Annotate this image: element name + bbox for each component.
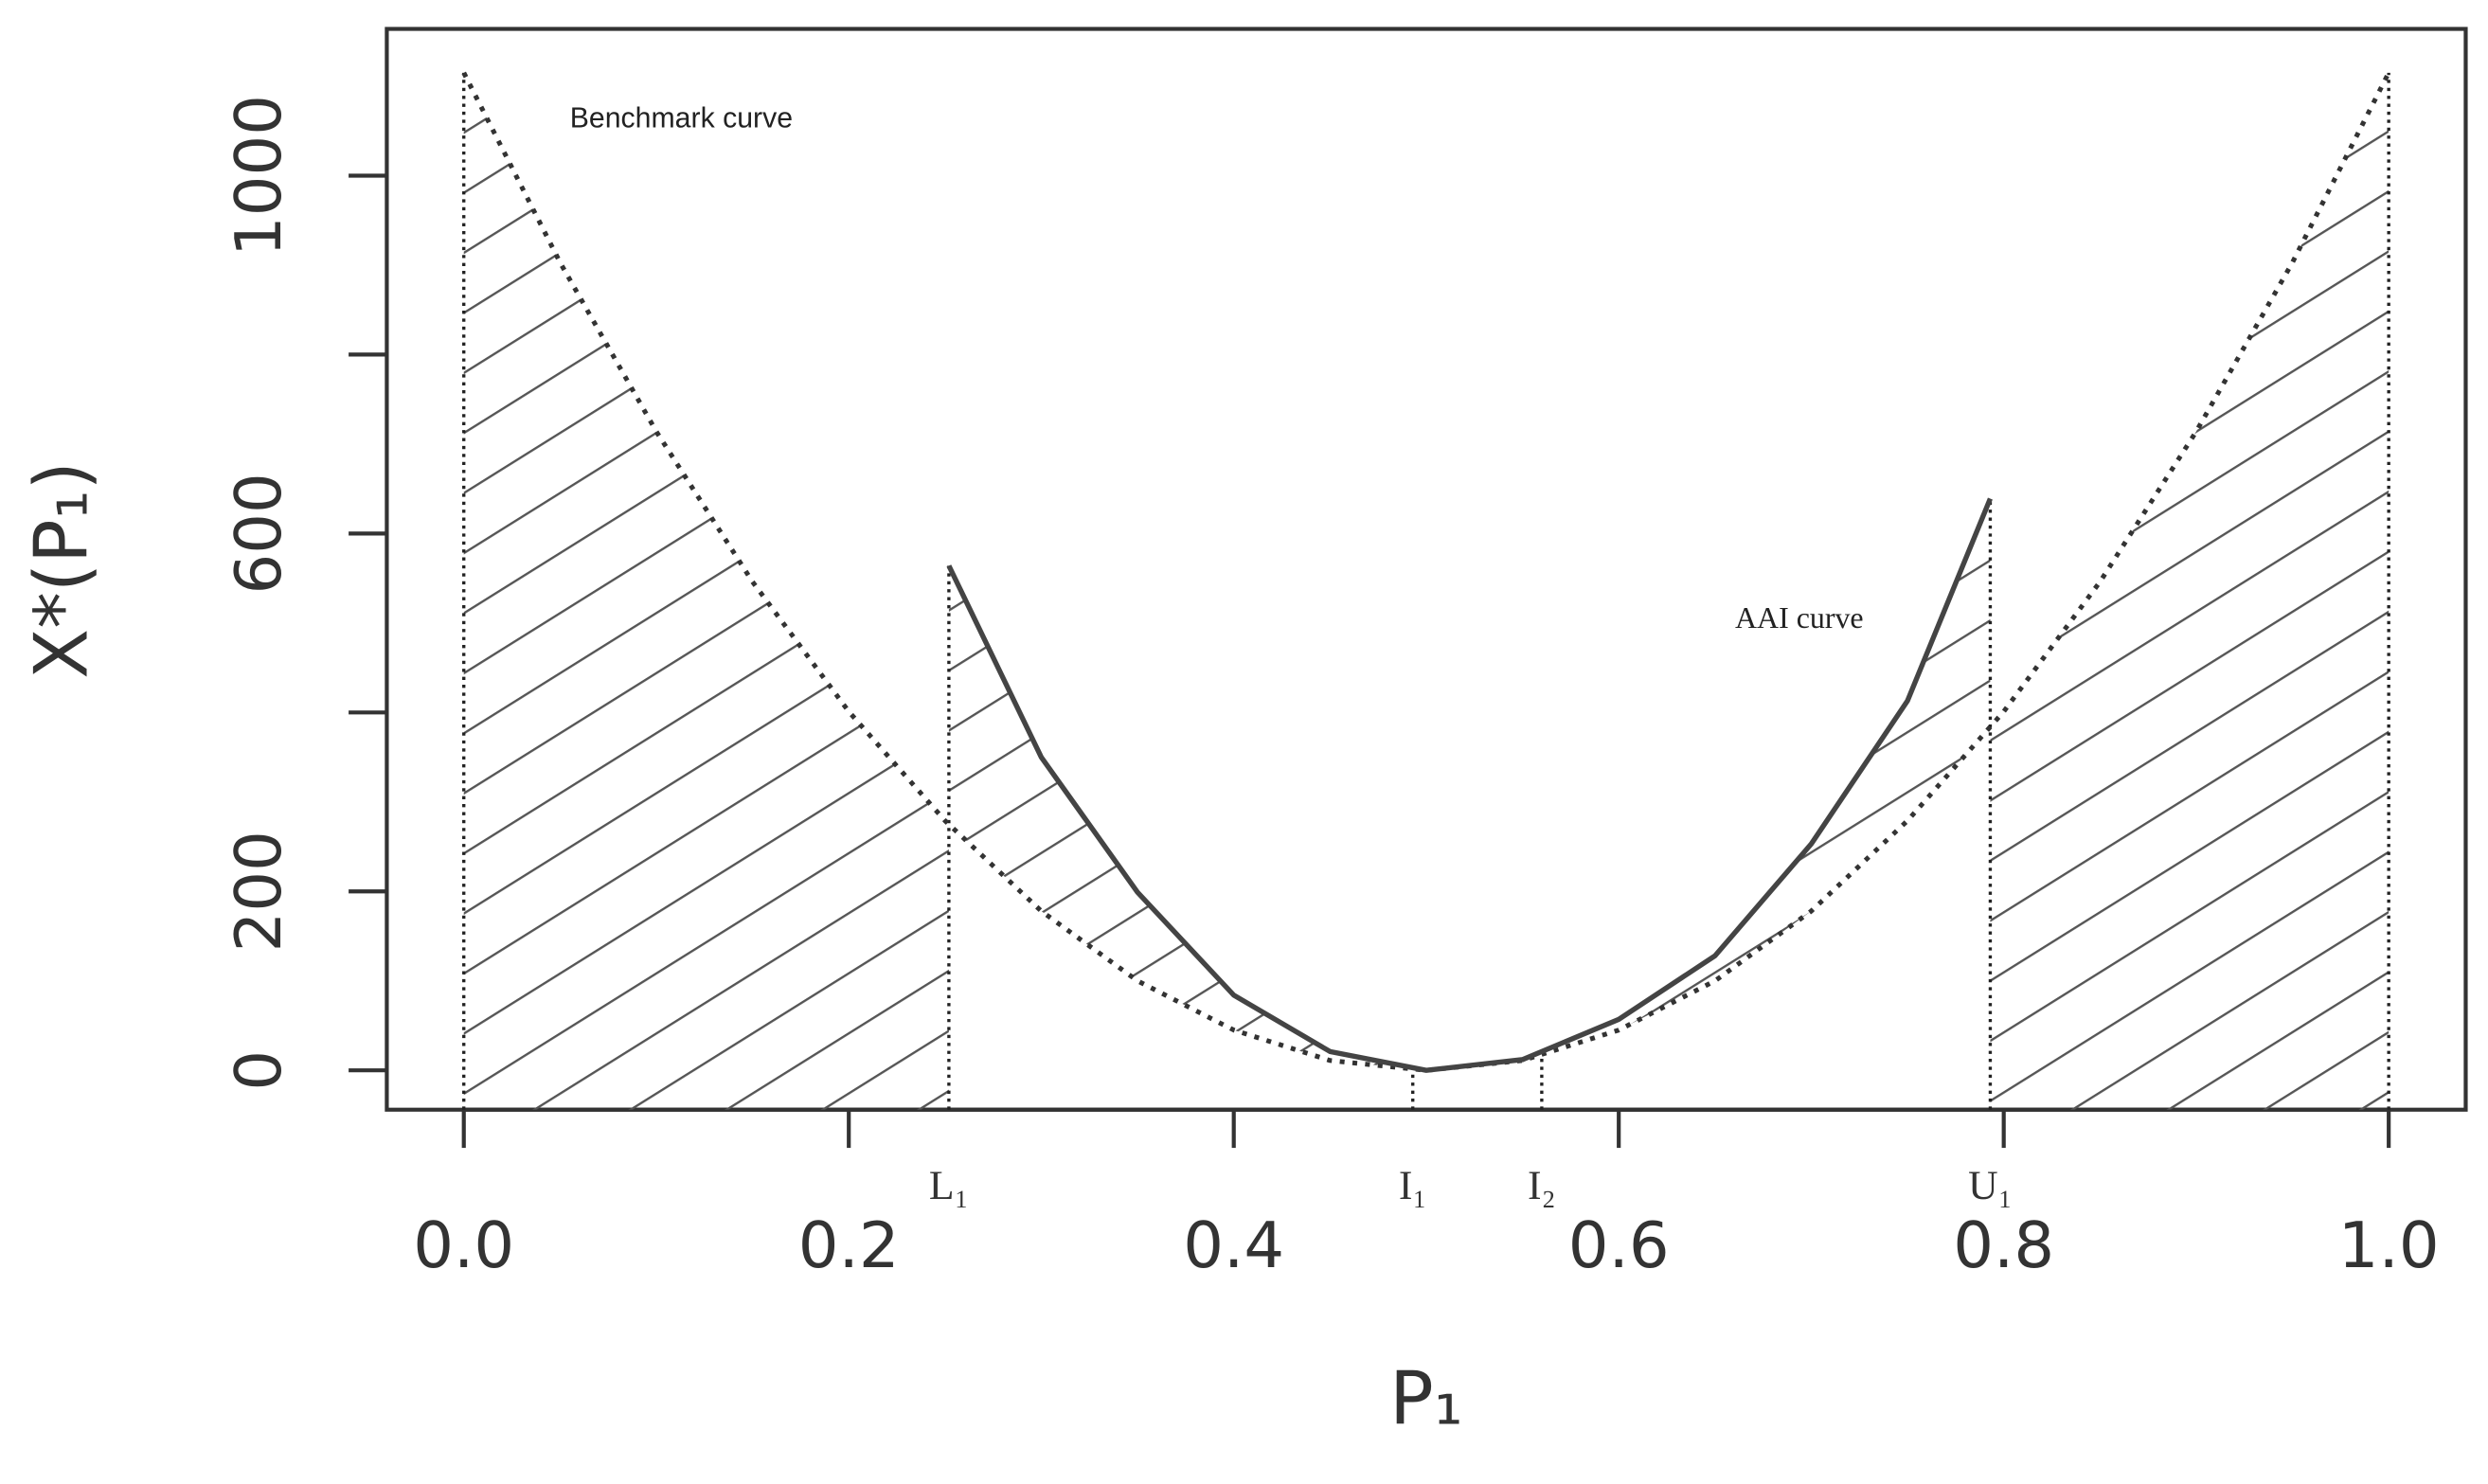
marker-label: L₁ bbox=[929, 1163, 969, 1208]
x-tick-label: 0.8 bbox=[1953, 1208, 2054, 1282]
marker-label: U₁ bbox=[1968, 1163, 2013, 1208]
y-tick-label: 600 bbox=[222, 473, 295, 594]
y-tick-label: 1000 bbox=[222, 95, 295, 257]
hatched-region bbox=[463, 72, 949, 1110]
x-tick-label: 0.4 bbox=[1183, 1208, 1284, 1282]
x-tick-label: 0.2 bbox=[798, 1208, 900, 1282]
curve bbox=[946, 497, 1993, 1073]
x-tick-label: 0.0 bbox=[413, 1208, 514, 1282]
hatched-region bbox=[948, 565, 1413, 1069]
y-axis-title: X*(P₁) bbox=[20, 461, 105, 679]
annotation: Benchmark curve bbox=[570, 102, 793, 134]
hatched-region bbox=[1990, 72, 2390, 1110]
y-tick-label: 0 bbox=[222, 1050, 295, 1091]
marker-label: I₂ bbox=[1528, 1163, 1556, 1208]
curve bbox=[461, 71, 2391, 1073]
hatched-region bbox=[1541, 498, 1991, 1055]
y-tick-label: 200 bbox=[222, 831, 295, 952]
x-tick-label: 1.0 bbox=[2338, 1208, 2440, 1282]
x-tick-label: 0.6 bbox=[1568, 1208, 1670, 1282]
x-axis-title: P₁ bbox=[1389, 1357, 1463, 1442]
marker-label: I₁ bbox=[1399, 1163, 1427, 1208]
annotation: AAI curve bbox=[1735, 601, 1864, 635]
